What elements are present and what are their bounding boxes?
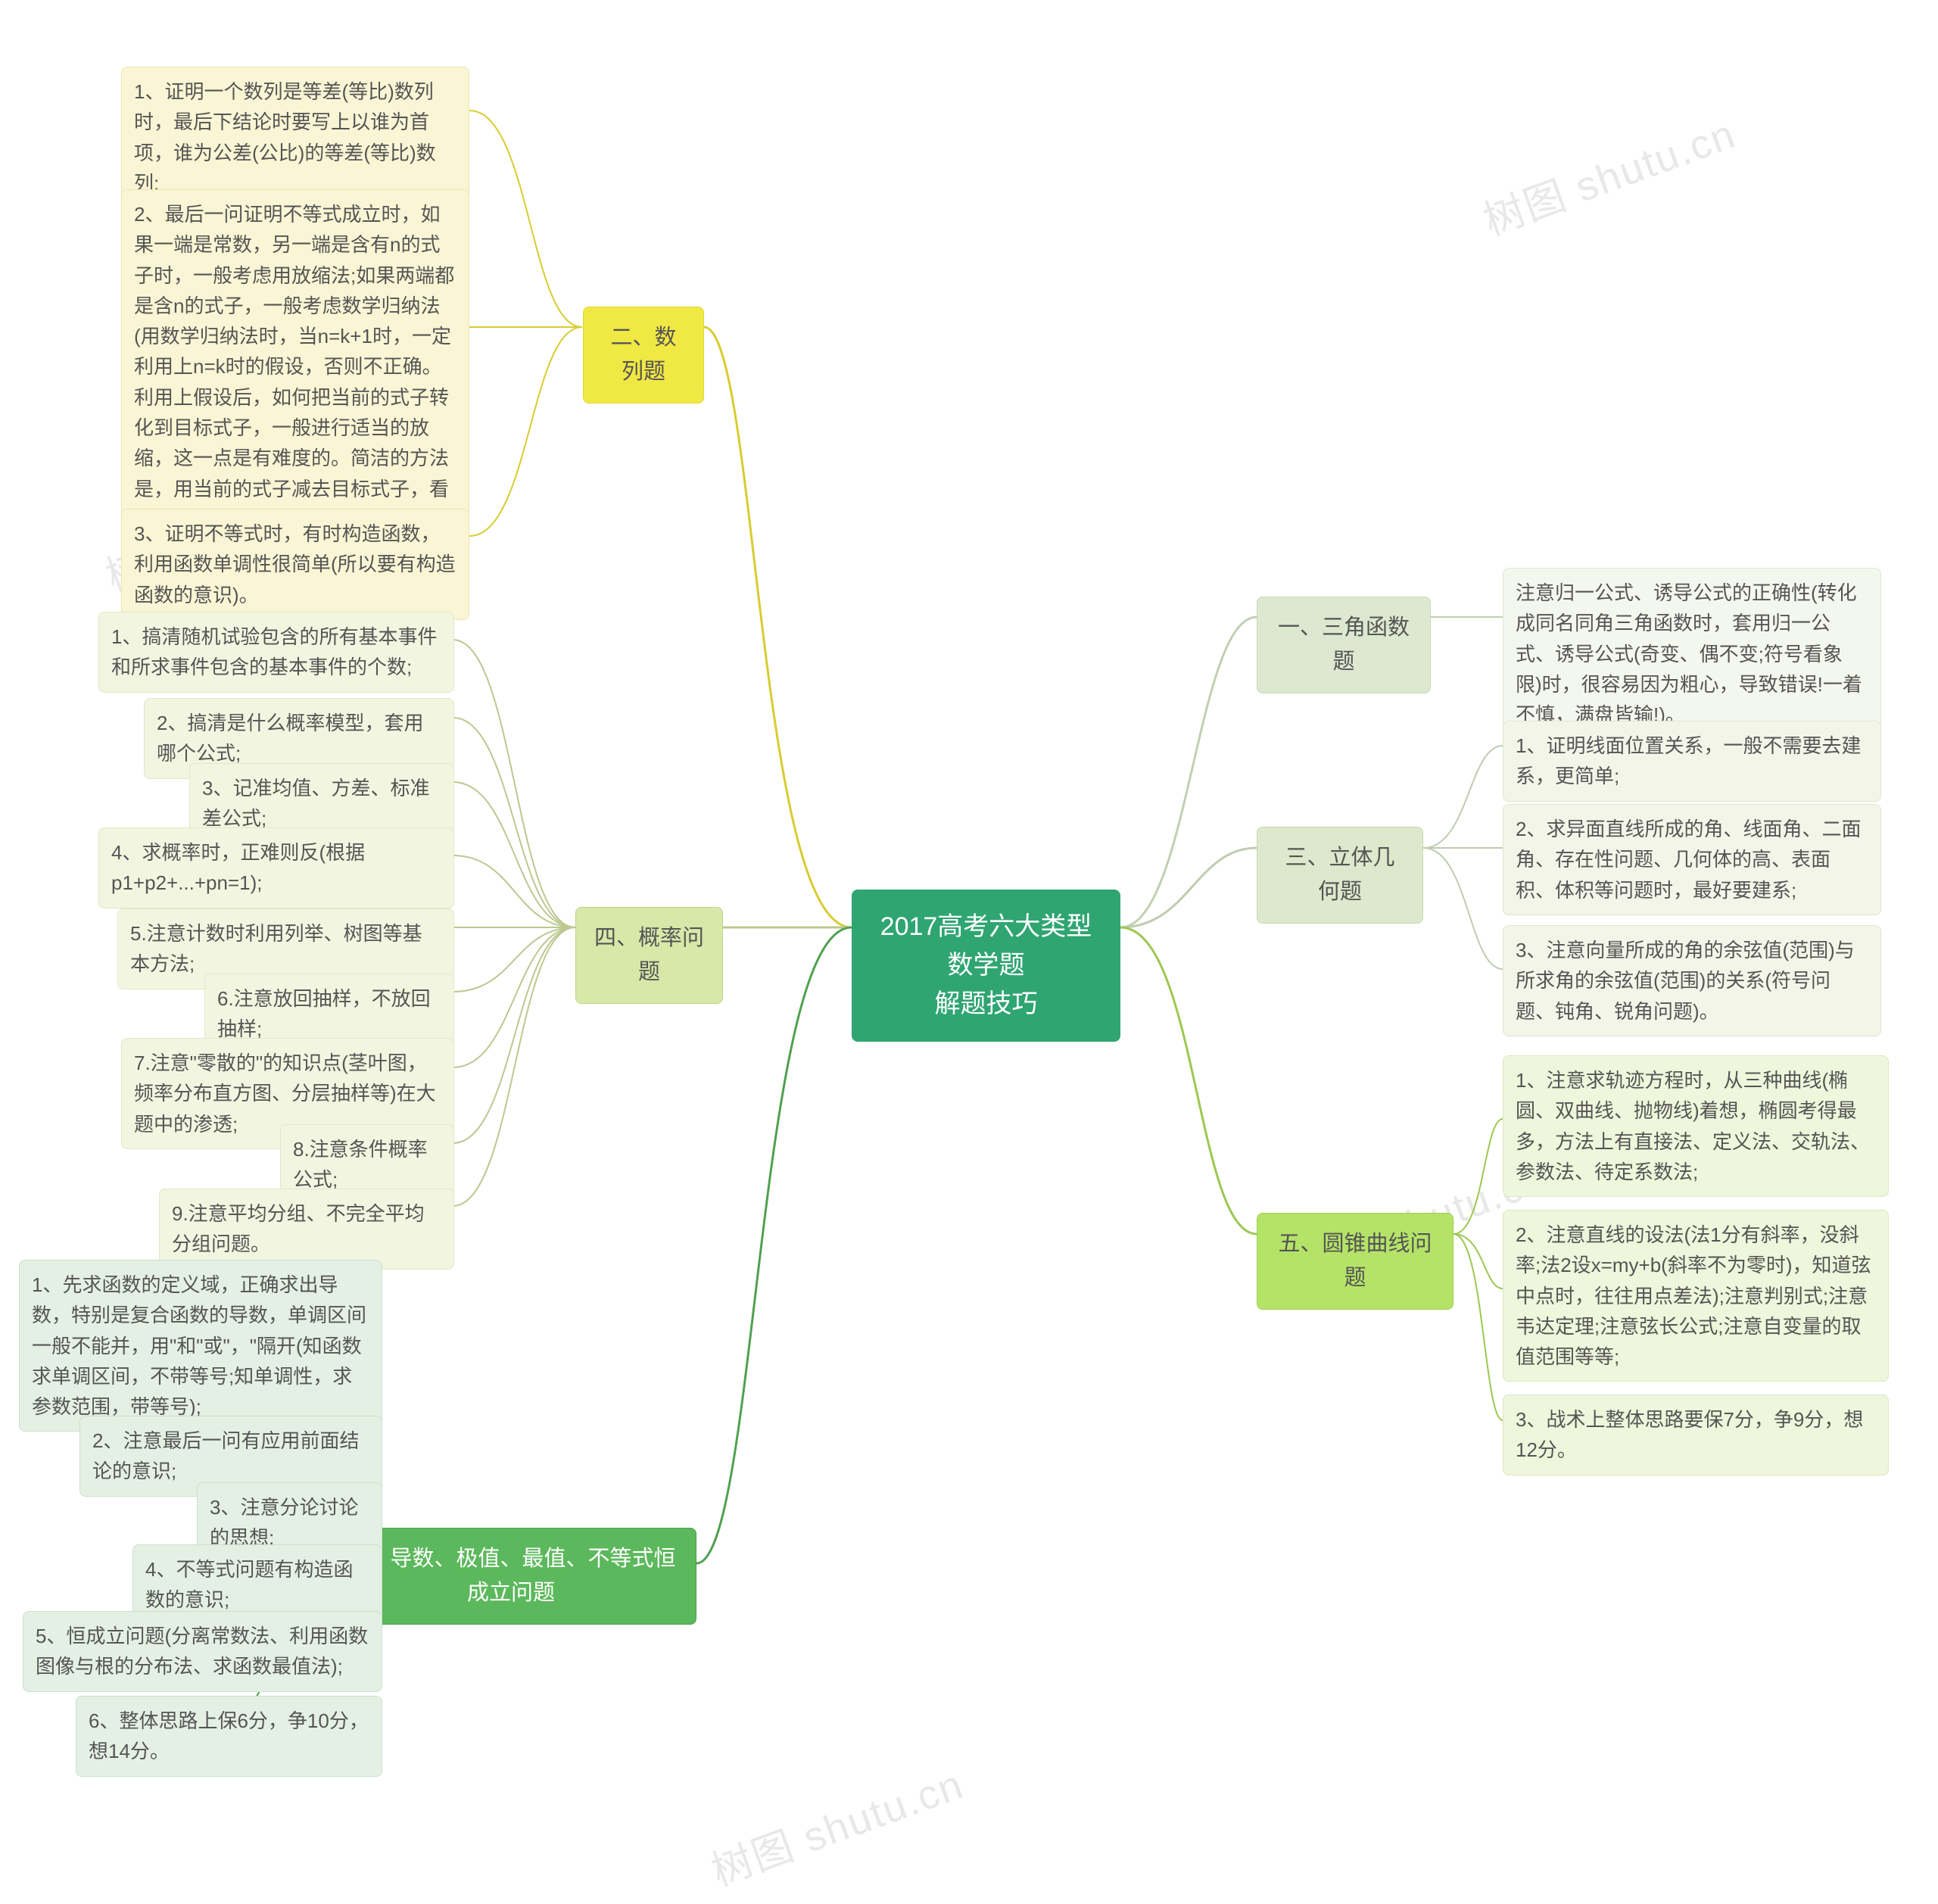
branch-4: 四、概率问题 — [575, 907, 723, 1004]
leaf-4-9: 9.注意平均分组、不完全平均分组问题。 — [159, 1189, 454, 1270]
branch-5: 五、圆锥曲线问题 — [1257, 1213, 1454, 1310]
center-node: 2017高考六大类型数学题 解题技巧 — [852, 890, 1120, 1042]
leaf-1-1: 注意归一公式、诱导公式的正确性(转化成同名同角三角函数时，套用归一公式、诱导公式… — [1503, 568, 1881, 740]
leaf-2-1: 1、证明一个数列是等差(等比)数列时，最后下结论时要写上以谁为首项，谁为公差(公… — [121, 67, 469, 208]
branch-2: 二、数列题 — [583, 307, 704, 404]
watermark: 树图 shutu.cn — [702, 1751, 971, 1898]
center-line1: 2017高考六大类型数学题 — [880, 912, 1092, 980]
leaf-5-1: 1、注意求轨迹方程时，从三种曲线(椭圆、双曲线、抛物线)着想，椭圆考得最多，方法… — [1503, 1055, 1889, 1197]
branch-3: 三、立体几何题 — [1257, 827, 1423, 924]
leaf-6-1: 1、先求函数的定义域，正确求出导数，特别是复合函数的导数，单调区间一般不能并，用… — [19, 1260, 382, 1432]
watermark: 树图 shutu.cn — [1474, 101, 1743, 248]
leaf-4-1: 1、搞清随机试验包含的所有基本事件和所求事件包含的基本事件的个数; — [98, 612, 454, 693]
leaf-3-2: 2、求异面直线所成的角、线面角、二面角、存在性问题、几何体的高、表面积、体积等问… — [1503, 804, 1881, 915]
leaf-2-3: 3、证明不等式时，有时构造函数，利用函数单调性很简单(所以要有构造函数的意识)。 — [121, 509, 469, 620]
leaf-4-4: 4、求概率时，正难则反(根据p1+p2+...+pn=1); — [98, 827, 454, 908]
leaf-5-3: 3、战术上整体思路要保7分，争9分，想12分。 — [1503, 1395, 1889, 1476]
leaf-3-1: 1、证明线面位置关系，一般不需要去建系，更简单; — [1503, 721, 1881, 802]
leaf-5-2: 2、注意直线的设法(法1分有斜率，没斜率;法2设x=my+b(斜率不为零时)，知… — [1503, 1210, 1889, 1382]
branch-1: 一、三角函数题 — [1257, 597, 1431, 693]
leaf-6-6: 6、整体思路上保6分，争10分，想14分。 — [76, 1696, 382, 1777]
leaf-6-5: 5、恒成立问题(分离常数法、利用函数图像与根的分布法、求函数最值法); — [23, 1611, 382, 1692]
leaf-3-3: 3、注意向量所成的角的余弦值(范围)与所求角的余弦值(范围)的关系(符号问题、钝… — [1503, 925, 1881, 1036]
center-line2: 解题技巧 — [935, 989, 1038, 1018]
